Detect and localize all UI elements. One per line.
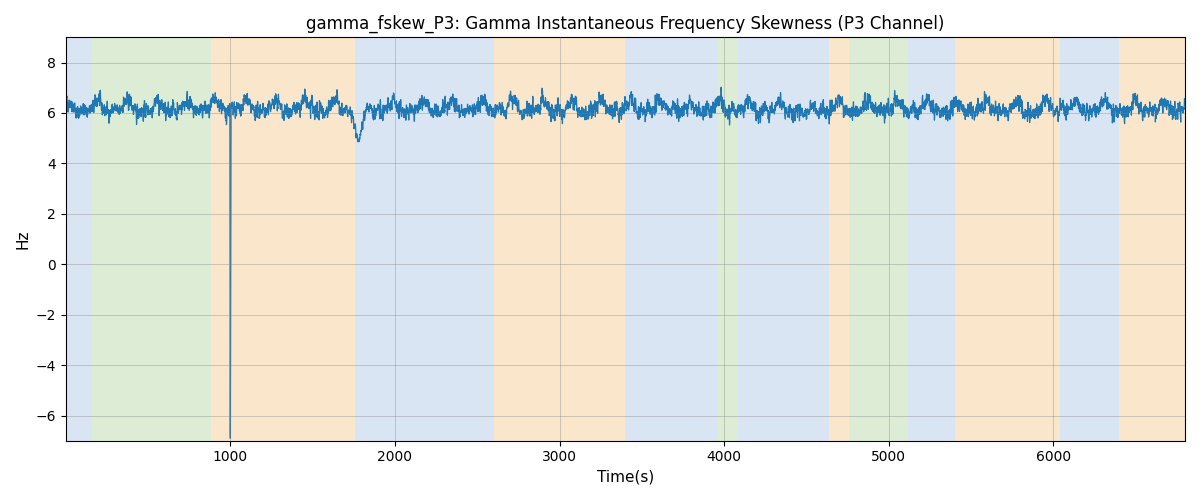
Bar <box>355 38 493 440</box>
Bar <box>850 38 908 440</box>
Bar <box>625 38 718 440</box>
Bar <box>908 38 954 440</box>
Bar <box>954 38 1060 440</box>
Title: gamma_fskew_P3: Gamma Instantaneous Frequency Skewness (P3 Channel): gamma_fskew_P3: Gamma Instantaneous Freq… <box>306 15 944 34</box>
Bar <box>737 38 829 440</box>
Bar <box>493 38 625 440</box>
X-axis label: Time(s): Time(s) <box>596 470 654 485</box>
Bar <box>211 38 355 440</box>
Bar <box>92 38 211 440</box>
Bar <box>66 38 92 440</box>
Bar <box>1120 38 1186 440</box>
Bar <box>718 38 737 440</box>
Bar <box>1060 38 1120 440</box>
Bar <box>829 38 850 440</box>
Y-axis label: Hz: Hz <box>16 230 30 249</box>
